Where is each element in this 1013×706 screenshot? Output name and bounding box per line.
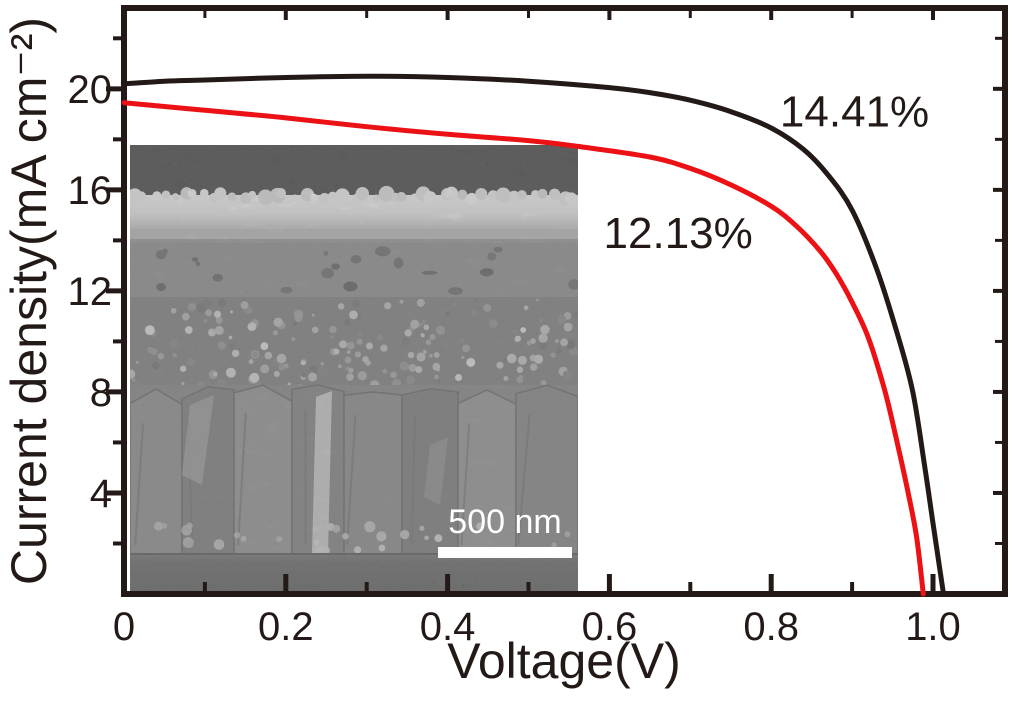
y-tick-label: 16: [68, 169, 113, 213]
x-tick-label: 0.8: [743, 605, 799, 649]
x-tick-label: 0: [113, 605, 135, 649]
axes: 0 0.2 0.4 0.6 0.8 1.0 4 8 12 16 20: [68, 5, 1008, 649]
efficiency-label-red-curve: 12.13%: [604, 209, 753, 258]
plot-frame: [121, 5, 1008, 597]
axis-tick-labels: 0 0.2 0.4 0.6 0.8 1.0 4 8 12 16 20: [68, 68, 961, 649]
curve-14-41-percent: [121, 73, 946, 597]
x-tick-label: 0.4: [420, 605, 476, 649]
sem-inset-image: 500 nm: [130, 145, 578, 592]
axis-ticks: [106, 11, 1002, 591]
y-tick-label: 4: [90, 472, 112, 516]
x-axis-title: Voltage(V): [447, 633, 680, 689]
sem-scale-bar-label: 500 nm: [448, 503, 561, 541]
y-tick-label: 20: [68, 68, 113, 112]
y-tick-label: 8: [90, 371, 112, 415]
sem-scale-bar: [438, 547, 572, 558]
jv-curves: [121, 73, 946, 597]
x-tick-label: 0.2: [258, 605, 314, 649]
curve-12-13-percent: [121, 100, 926, 597]
sem-noise-fine: [130, 145, 578, 592]
y-axis-title: Current density(mA cm⁻²): [1, 17, 57, 585]
x-tick-label: 0.6: [582, 605, 638, 649]
y-tick-label: 12: [68, 270, 113, 314]
x-tick-label: 1.0: [905, 605, 961, 649]
efficiency-label-black-curve: 14.41%: [780, 88, 929, 137]
